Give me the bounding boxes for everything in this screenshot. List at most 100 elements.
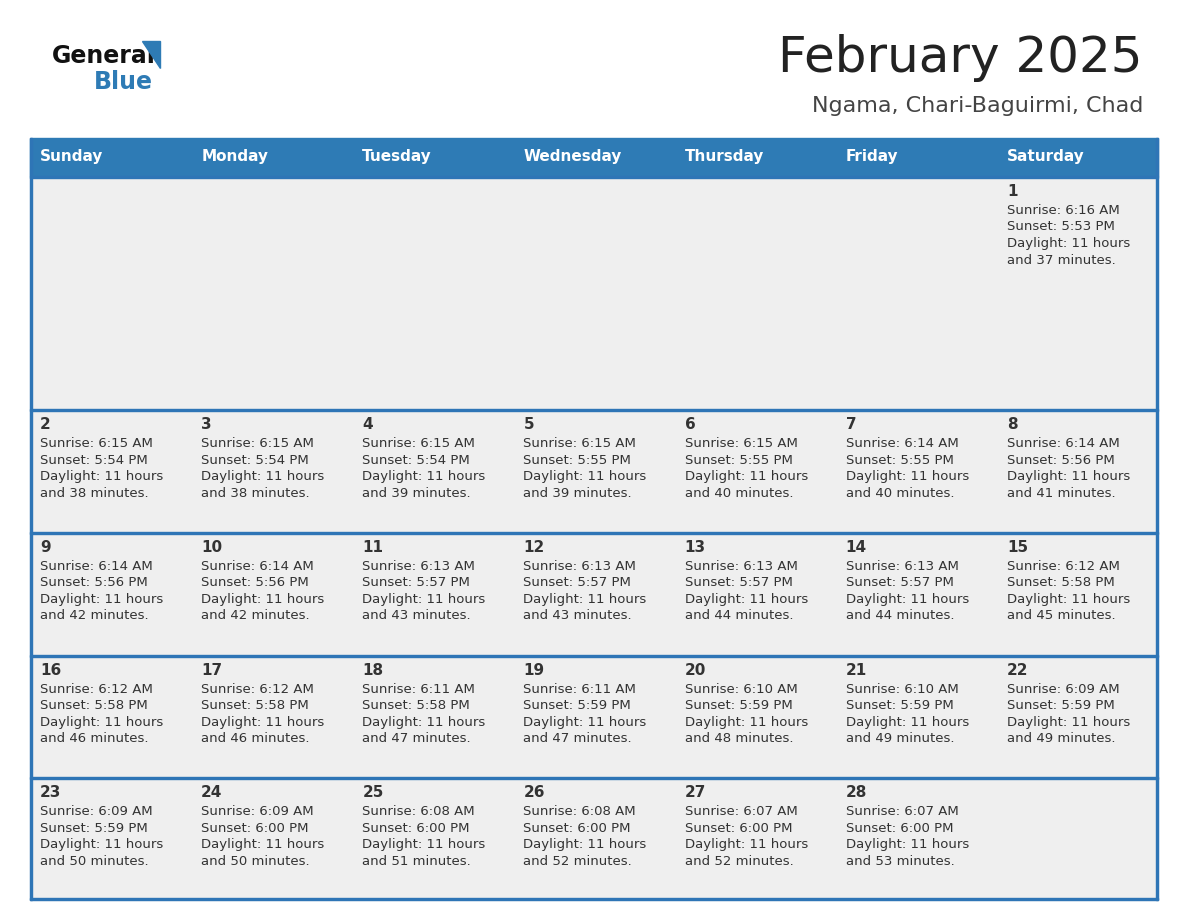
Text: Sunrise: 6:13 AM: Sunrise: 6:13 AM [524,560,637,573]
Text: Daylight: 11 hours: Daylight: 11 hours [40,593,163,606]
Text: Sunrise: 6:12 AM: Sunrise: 6:12 AM [1007,560,1120,573]
Text: 18: 18 [362,663,384,677]
Text: Sunrise: 6:13 AM: Sunrise: 6:13 AM [362,560,475,573]
Text: Daylight: 11 hours: Daylight: 11 hours [524,838,646,851]
Text: Daylight: 11 hours: Daylight: 11 hours [201,593,324,606]
Text: Sunday: Sunday [40,150,103,164]
Text: Sunset: 5:56 PM: Sunset: 5:56 PM [201,577,309,589]
Text: Ngama, Chari-Baguirmi, Chad: Ngama, Chari-Baguirmi, Chad [811,96,1143,116]
Text: Sunrise: 6:07 AM: Sunrise: 6:07 AM [684,805,797,818]
Text: 3: 3 [201,417,211,432]
Text: Tuesday: Tuesday [362,150,432,164]
Text: Sunset: 5:57 PM: Sunset: 5:57 PM [524,577,631,589]
Text: and 49 minutes.: and 49 minutes. [1007,732,1116,745]
Text: and 48 minutes.: and 48 minutes. [684,732,794,745]
Text: 5: 5 [524,417,535,432]
Bar [30,176,1158,409]
Text: February 2025: February 2025 [778,34,1143,82]
Text: and 46 minutes.: and 46 minutes. [40,732,148,745]
Text: Blue: Blue [94,70,153,94]
Text: Sunset: 5:58 PM: Sunset: 5:58 PM [362,700,470,712]
Text: and 38 minutes.: and 38 minutes. [201,487,310,499]
Text: 12: 12 [524,540,544,554]
Text: Sunrise: 6:15 AM: Sunrise: 6:15 AM [362,437,475,450]
Text: and 47 minutes.: and 47 minutes. [524,732,632,745]
Text: Sunrise: 6:08 AM: Sunrise: 6:08 AM [524,805,636,818]
Text: and 43 minutes.: and 43 minutes. [524,610,632,622]
Text: Sunrise: 6:14 AM: Sunrise: 6:14 AM [40,560,153,573]
Text: 15: 15 [1007,540,1028,554]
Text: Daylight: 11 hours: Daylight: 11 hours [524,715,646,729]
Text: Sunset: 5:54 PM: Sunset: 5:54 PM [40,453,147,466]
Text: and 45 minutes.: and 45 minutes. [1007,610,1116,622]
Text: Daylight: 11 hours: Daylight: 11 hours [846,593,969,606]
Bar [30,409,1158,411]
Text: 13: 13 [684,540,706,554]
Text: 19: 19 [524,663,544,677]
Text: Daylight: 11 hours: Daylight: 11 hours [201,470,324,483]
Bar [30,655,1158,778]
Text: Sunset: 5:58 PM: Sunset: 5:58 PM [40,700,147,712]
Text: 25: 25 [362,785,384,800]
Text: Sunset: 5:53 PM: Sunset: 5:53 PM [1007,220,1114,233]
Bar [30,138,32,900]
Text: and 42 minutes.: and 42 minutes. [201,610,310,622]
Text: Sunset: 5:56 PM: Sunset: 5:56 PM [1007,453,1114,466]
Text: Daylight: 11 hours: Daylight: 11 hours [524,593,646,606]
Text: Daylight: 11 hours: Daylight: 11 hours [362,838,486,851]
Text: 4: 4 [362,417,373,432]
Text: Sunrise: 6:13 AM: Sunrise: 6:13 AM [684,560,797,573]
Text: Friday: Friday [846,150,898,164]
Text: and 52 minutes.: and 52 minutes. [684,855,794,868]
Polygon shape [143,41,160,68]
Text: Sunrise: 6:10 AM: Sunrise: 6:10 AM [846,683,959,696]
Text: Daylight: 11 hours: Daylight: 11 hours [684,593,808,606]
Text: Sunset: 5:57 PM: Sunset: 5:57 PM [362,577,470,589]
Bar [30,532,1158,534]
Text: 14: 14 [846,540,867,554]
Text: 21: 21 [846,663,867,677]
Bar [30,778,1158,779]
Text: Daylight: 11 hours: Daylight: 11 hours [201,715,324,729]
Text: Sunset: 5:58 PM: Sunset: 5:58 PM [201,700,309,712]
Text: 20: 20 [684,663,706,677]
Text: Sunrise: 6:09 AM: Sunrise: 6:09 AM [201,805,314,818]
Text: Sunrise: 6:12 AM: Sunrise: 6:12 AM [40,683,153,696]
Text: Thursday: Thursday [684,150,764,164]
Text: 16: 16 [40,663,62,677]
Text: Sunrise: 6:12 AM: Sunrise: 6:12 AM [201,683,314,696]
Text: 22: 22 [1007,663,1029,677]
Text: Sunrise: 6:15 AM: Sunrise: 6:15 AM [524,437,637,450]
Text: 1: 1 [1007,184,1017,199]
Text: Sunset: 6:00 PM: Sunset: 6:00 PM [362,822,469,834]
Text: Sunset: 5:58 PM: Sunset: 5:58 PM [1007,577,1114,589]
Text: and 37 minutes.: and 37 minutes. [1007,253,1116,266]
Text: 11: 11 [362,540,384,554]
Text: 24: 24 [201,785,222,800]
Text: and 49 minutes.: and 49 minutes. [846,732,954,745]
Text: Daylight: 11 hours: Daylight: 11 hours [40,838,163,851]
Text: 2: 2 [40,417,51,432]
Text: Daylight: 11 hours: Daylight: 11 hours [684,838,808,851]
Text: Daylight: 11 hours: Daylight: 11 hours [1007,593,1130,606]
Text: Daylight: 11 hours: Daylight: 11 hours [362,593,486,606]
Text: and 46 minutes.: and 46 minutes. [201,732,310,745]
Text: Daylight: 11 hours: Daylight: 11 hours [40,470,163,483]
Text: 28: 28 [846,785,867,800]
Text: Sunrise: 6:15 AM: Sunrise: 6:15 AM [201,437,314,450]
Text: Daylight: 11 hours: Daylight: 11 hours [846,838,969,851]
Text: Sunrise: 6:15 AM: Sunrise: 6:15 AM [40,437,153,450]
Bar [30,778,1158,900]
Text: and 47 minutes.: and 47 minutes. [362,732,470,745]
Text: Sunset: 5:59 PM: Sunset: 5:59 PM [1007,700,1114,712]
Text: Daylight: 11 hours: Daylight: 11 hours [40,715,163,729]
Text: Daylight: 11 hours: Daylight: 11 hours [524,470,646,483]
Text: Sunrise: 6:08 AM: Sunrise: 6:08 AM [362,805,475,818]
Text: Daylight: 11 hours: Daylight: 11 hours [846,715,969,729]
Text: and 38 minutes.: and 38 minutes. [40,487,148,499]
Text: and 40 minutes.: and 40 minutes. [684,487,794,499]
Text: 23: 23 [40,785,62,800]
Text: Sunset: 5:56 PM: Sunset: 5:56 PM [40,577,147,589]
Bar [30,409,1158,532]
Text: Daylight: 11 hours: Daylight: 11 hours [684,470,808,483]
